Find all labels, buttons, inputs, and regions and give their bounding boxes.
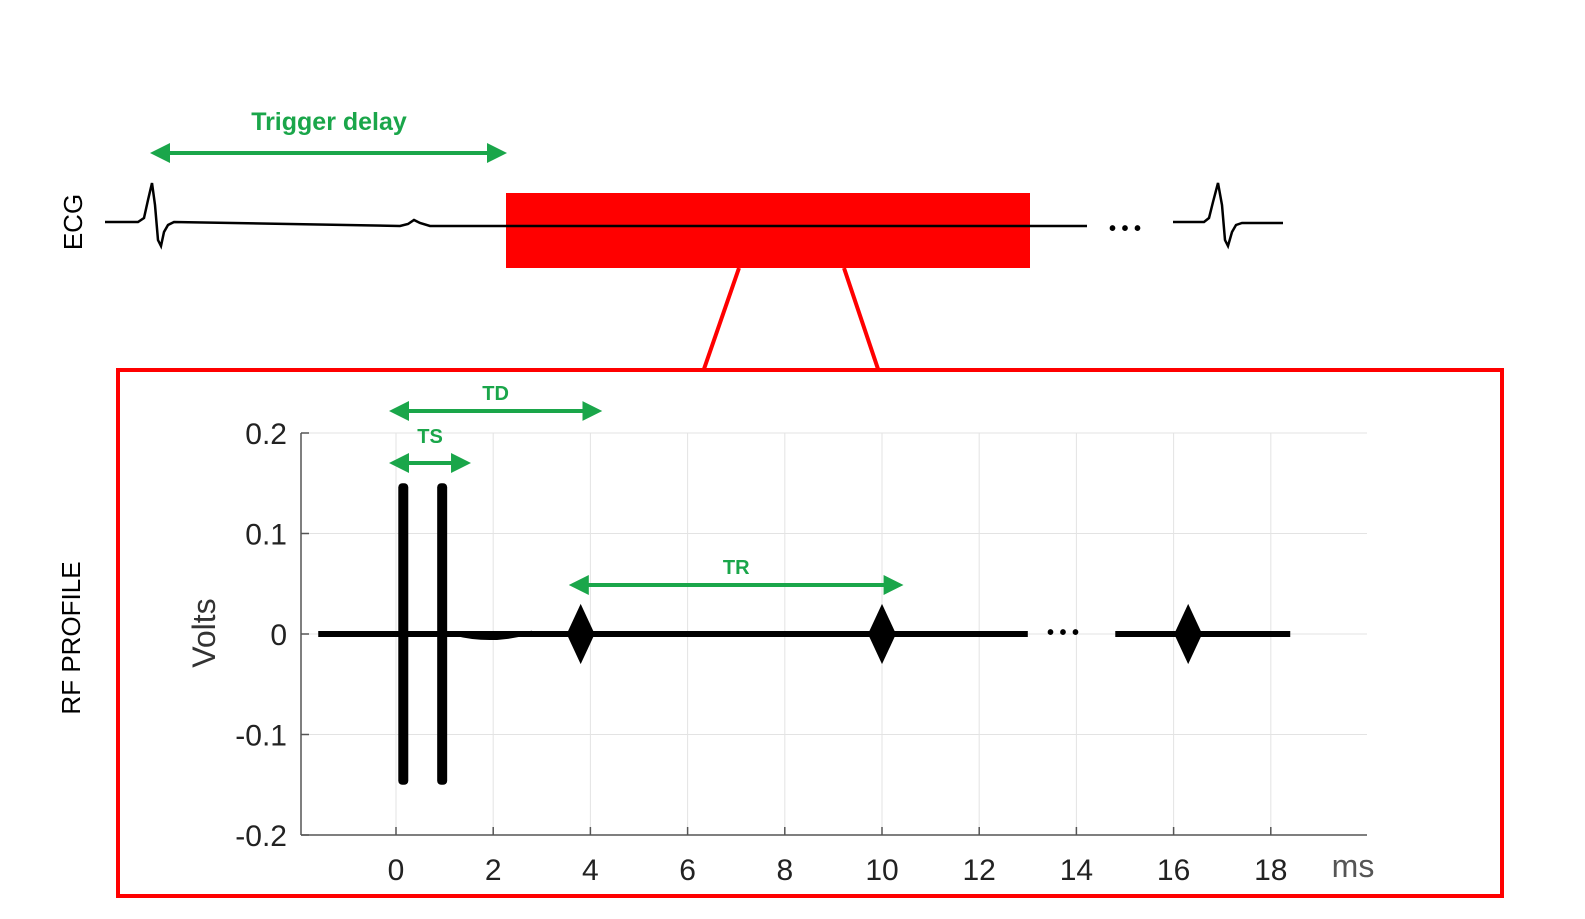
- rf-baseline: [318, 631, 1028, 637]
- ecg-axis-label: ECG: [58, 194, 88, 250]
- y-tick-label: 0.1: [245, 519, 287, 552]
- ecg-trace: [105, 182, 1087, 250]
- trigger-delay-label: Trigger delay: [251, 108, 407, 136]
- annotation-label-tr: TR: [723, 557, 750, 579]
- x-tick-label: 12: [963, 854, 996, 887]
- x-tick-label: 14: [1060, 854, 1093, 887]
- x-tick-label: 2: [485, 854, 502, 887]
- annotation-label-ts: TS: [417, 426, 443, 448]
- rf-detail-frame: [116, 368, 1504, 898]
- x-tick-label: 4: [582, 854, 599, 887]
- acquisition-window: [506, 193, 1030, 268]
- rf-pulse: [437, 483, 448, 785]
- y-tick-label: 0: [270, 619, 287, 652]
- x-tick-label: 6: [679, 854, 696, 887]
- x-tick-label: 16: [1157, 854, 1190, 887]
- rf-pulse: [398, 483, 409, 785]
- y-tick-label: 0.2: [245, 418, 287, 451]
- rf-ripple: [453, 630, 533, 641]
- plot-ticks: 0 2 4 6 8 10 12 14 16 18 0.2 0.1 0 -0.1 -0.2: [235, 418, 1367, 887]
- zoom-line-right: [842, 267, 880, 370]
- timing-annotations: TD TS TR: [389, 383, 904, 595]
- rf-echo: [1174, 603, 1203, 665]
- annotation-label-td: TD: [482, 383, 509, 405]
- x-tick-label: 0: [388, 854, 405, 887]
- x-tick-label: 18: [1254, 854, 1287, 887]
- y-tick-label: -0.1: [235, 720, 287, 753]
- y-tick-label: -0.2: [235, 820, 287, 853]
- ecg-trace-end: [1173, 182, 1283, 250]
- y-axis-title: Volts: [186, 598, 222, 667]
- ecg-ellipsis: • • •: [1109, 218, 1141, 240]
- rf-ellipsis: • • •: [1047, 622, 1079, 644]
- x-tick-label: 10: [865, 854, 898, 887]
- rf-echo: [868, 603, 896, 665]
- rf-echo: [566, 603, 595, 665]
- x-axis-unit: ms: [1332, 848, 1375, 884]
- rf-baseline: [1115, 631, 1291, 637]
- rf-profile-label: RF PROFILE: [56, 561, 86, 714]
- rf-trace: [318, 483, 1291, 785]
- zoom-line-left: [702, 267, 741, 370]
- x-tick-label: 8: [776, 854, 793, 887]
